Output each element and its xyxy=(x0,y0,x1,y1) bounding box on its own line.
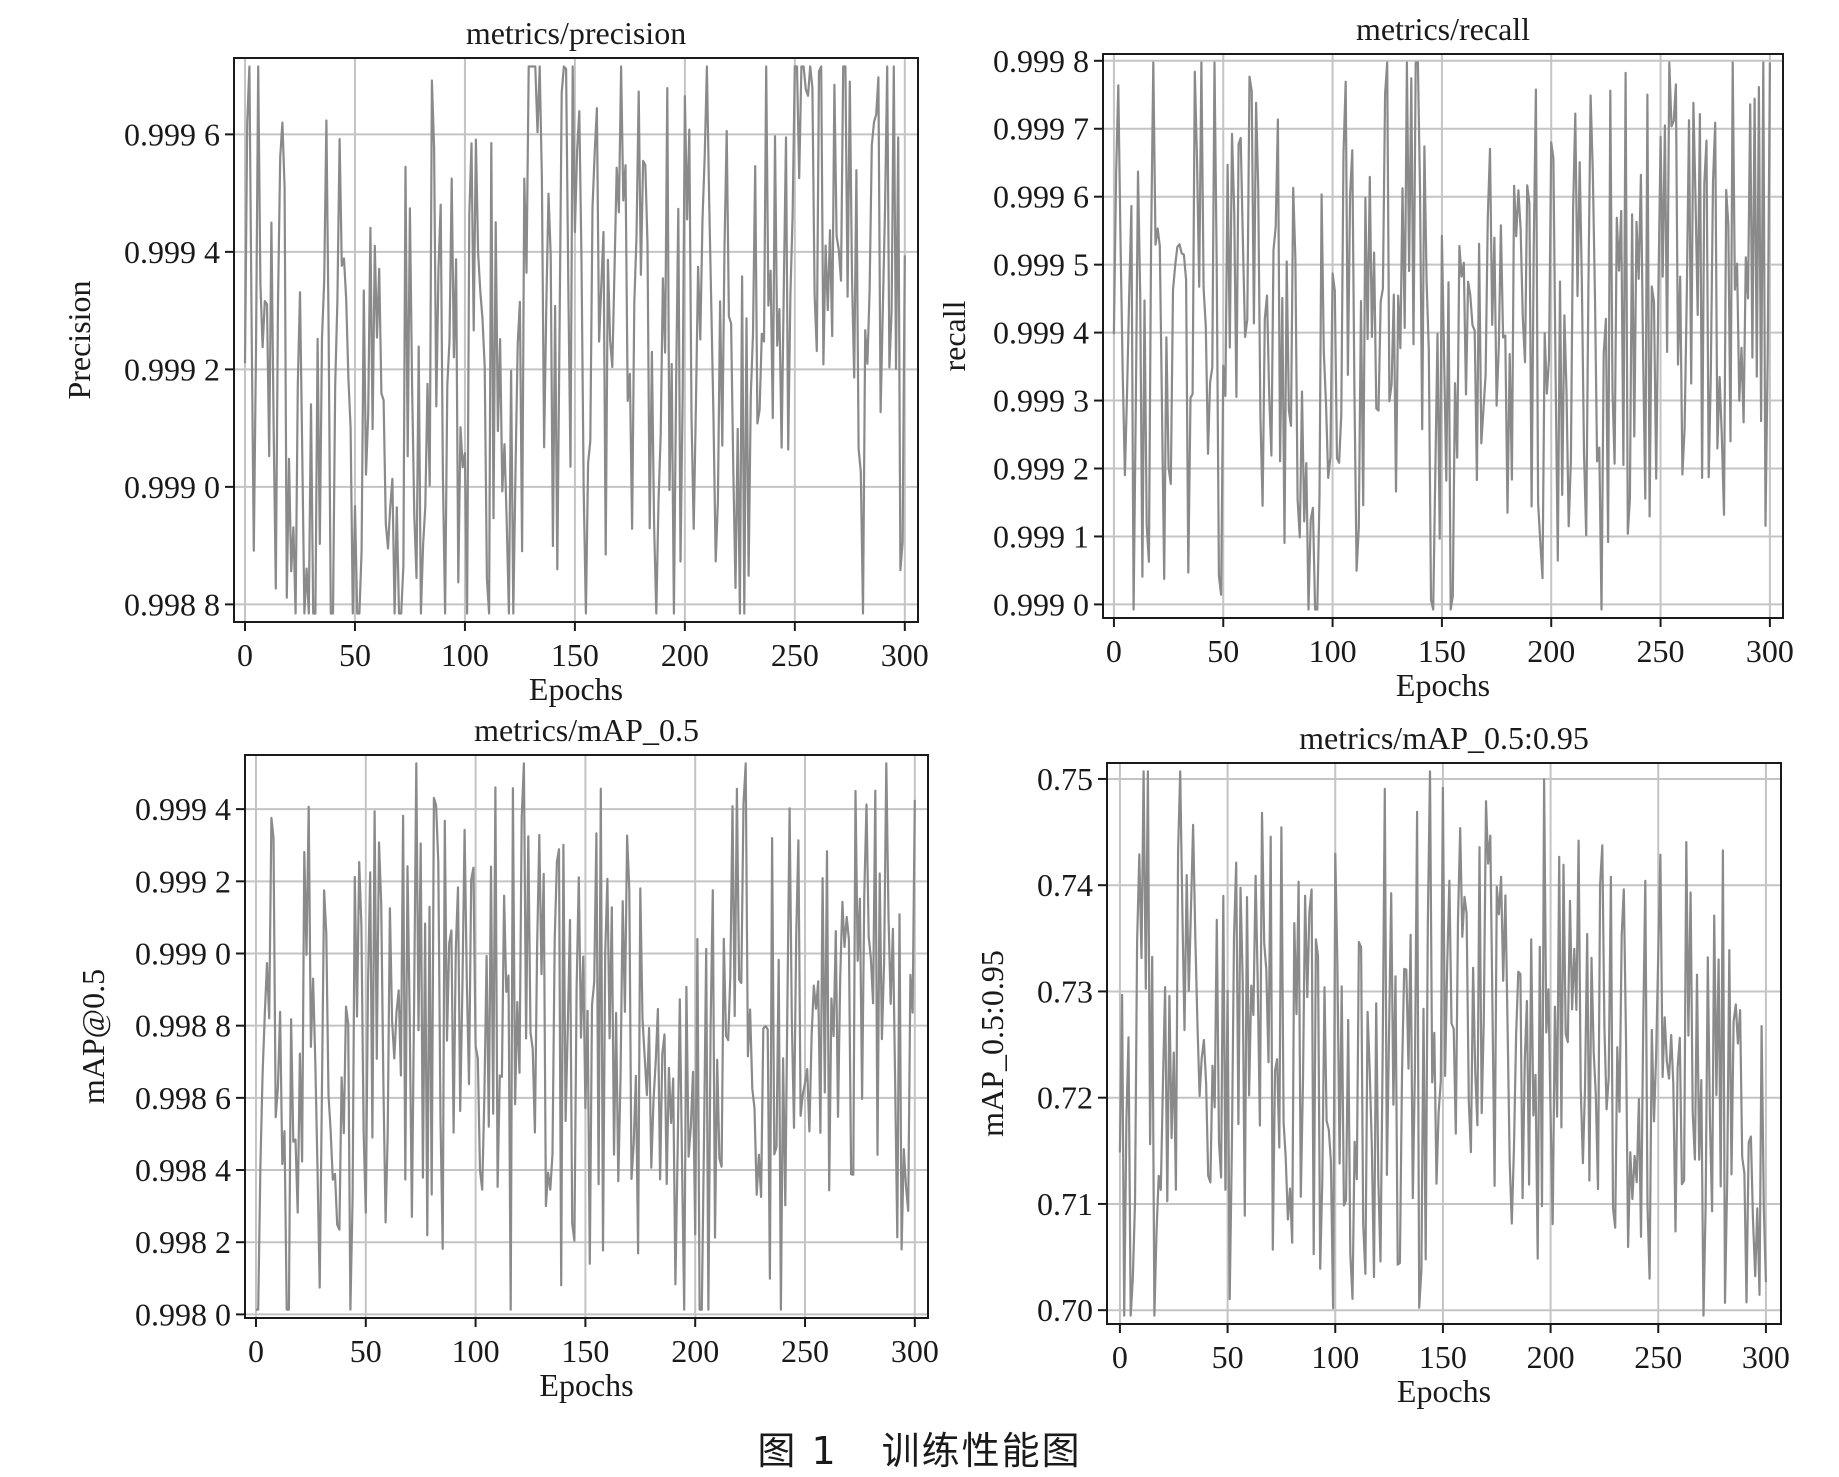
map-0-5-0-95-xtick-label-4: 200 xyxy=(1527,1339,1575,1375)
map-0-5-ytick-label-5: 0.999 0 xyxy=(135,935,231,971)
precision-x-axis-label: Epochs xyxy=(529,671,623,707)
map-0-5-0-95-ytick-label-1: 0.71 xyxy=(1037,1186,1093,1222)
precision-ytick-label-2: 0.999 2 xyxy=(124,351,220,387)
recall-chart-title: metrics/recall xyxy=(1356,11,1530,47)
map-0-5-xtick-label-6: 300 xyxy=(891,1333,939,1369)
map-0-5-0-95-xtick-label-3: 150 xyxy=(1419,1339,1467,1375)
map-0-5-0-95-ytick-label-0: 0.70 xyxy=(1037,1292,1093,1328)
map-0-5-0-95-series-line xyxy=(1118,770,1767,1317)
recall-ytick-label-8: 0.999 8 xyxy=(993,43,1089,79)
map-0-5-xtick-label-2: 100 xyxy=(452,1333,500,1369)
recall-ytick-label-3: 0.999 3 xyxy=(993,383,1089,419)
map-0-5-0-95-plot-frame xyxy=(1106,762,1782,1325)
map-0-5-xtick-label-0: 0 xyxy=(248,1333,264,1369)
caption-number: 图 1 xyxy=(757,1429,838,1473)
map-0-5-ytick-label-3: 0.998 6 xyxy=(135,1080,231,1116)
precision-chart-title: metrics/precision xyxy=(466,15,686,51)
map-0-5-0-95-ytick-label-4: 0.74 xyxy=(1037,867,1093,903)
recall-ytick-label-6: 0.999 6 xyxy=(993,179,1089,215)
recall-ytick-label-4: 0.999 4 xyxy=(993,315,1089,351)
map-0-5-xtick-label-1: 50 xyxy=(350,1333,382,1369)
precision-xtick-label-4: 200 xyxy=(661,637,709,673)
precision-ytick-label-0: 0.998 8 xyxy=(124,586,220,622)
precision-xtick-label-3: 150 xyxy=(551,637,599,673)
map-0-5-0-95-xtick-label-1: 50 xyxy=(1212,1339,1244,1375)
map-0-5-ytick-label-0: 0.998 0 xyxy=(135,1296,231,1332)
figure-caption: 图 1 训练性能图 xyxy=(0,1420,1839,1475)
precision-xtick-label-0: 0 xyxy=(237,637,253,673)
map-0-5-ytick-label-2: 0.998 4 xyxy=(135,1152,231,1188)
recall-xtick-label-0: 0 xyxy=(1106,633,1122,669)
precision-ytick-label-1: 0.999 0 xyxy=(124,469,220,505)
map-0-5-xtick-label-3: 150 xyxy=(561,1333,609,1369)
precision-ytick-label-3: 0.999 4 xyxy=(124,234,220,270)
recall-ytick-label-2: 0.999 2 xyxy=(993,451,1089,487)
map-0-5-0-95-ytick-label-5: 0.75 xyxy=(1037,761,1093,797)
map-0-5-0-95-xtick-label-0: 0 xyxy=(1112,1339,1128,1375)
map-0-5-ytick-label-1: 0.998 2 xyxy=(135,1224,231,1260)
recall-xtick-label-3: 150 xyxy=(1418,633,1466,669)
recall-series-line xyxy=(1112,61,1771,611)
map-0-5-0-95-xtick-label-5: 250 xyxy=(1634,1339,1682,1375)
recall-x-axis-label: Epochs xyxy=(1396,667,1490,703)
recall-xtick-label-1: 50 xyxy=(1207,633,1239,669)
precision-chart: 0 50 100 150 200 250 300 0.998 8 0.999 0 0.999 2 0… xyxy=(61,15,929,707)
recall-chart: 0 50 100 150 200 250 300 0.999 0 0.999 1 0.999 2 0… xyxy=(936,11,1794,703)
recall-xtick-label-6: 300 xyxy=(1746,633,1794,669)
precision-y-axis-label: Precision xyxy=(61,280,97,399)
map-0-5-ytick-label-4: 0.998 8 xyxy=(135,1008,231,1044)
recall-xtick-label-2: 100 xyxy=(1309,633,1357,669)
map-0-5-y-axis-label: mAP@0.5 xyxy=(75,969,111,1104)
map-0-5-ytick-label-7: 0.999 4 xyxy=(135,791,231,827)
caption-text: 训练性能图 xyxy=(881,1429,1082,1473)
map-0-5-0-95-chart: 0 50 100 150 200 250 300 0.70 0.71 0.72 0.73 0.74 0.… xyxy=(974,720,1790,1409)
recall-ytick-label-0: 0.999 0 xyxy=(993,586,1089,622)
map-0-5-0-95-y-axis-label: mAP_0.5:0.95 xyxy=(974,950,1010,1137)
recall-ytick-label-5: 0.999 5 xyxy=(993,247,1089,283)
map-0-5-chart-title: metrics/mAP_0.5 xyxy=(474,712,699,748)
recall-xtick-label-4: 200 xyxy=(1527,633,1575,669)
map-0-5-x-axis-label: Epochs xyxy=(539,1367,633,1403)
map-0-5-plot-frame xyxy=(244,754,929,1319)
recall-ytick-label-7: 0.999 7 xyxy=(993,111,1089,147)
map-0-5-xtick-label-4: 200 xyxy=(671,1333,719,1369)
recall-xtick-label-5: 250 xyxy=(1637,633,1685,669)
map-0-5-ytick-label-6: 0.999 2 xyxy=(135,863,231,899)
map-0-5-0-95-xtick-label-6: 300 xyxy=(1742,1339,1790,1375)
precision-xtick-label-5: 250 xyxy=(771,637,819,673)
precision-xtick-label-6: 300 xyxy=(881,637,929,673)
map-0-5-xtick-label-5: 250 xyxy=(781,1333,829,1369)
map-0-5-0-95-ytick-label-3: 0.73 xyxy=(1037,973,1093,1009)
precision-ytick-label-4: 0.999 6 xyxy=(124,116,220,152)
map-0-5-series-line xyxy=(256,762,916,1311)
map-0-5-0-95-xtick-label-2: 100 xyxy=(1311,1339,1359,1375)
recall-plot-frame xyxy=(1102,53,1784,619)
precision-gridlines xyxy=(234,58,918,622)
precision-xtick-label-1: 50 xyxy=(339,637,371,673)
recall-y-axis-label: recall xyxy=(936,300,972,371)
recall-ytick-label-1: 0.999 1 xyxy=(993,518,1089,554)
map-0-5-0-95-ytick-label-2: 0.72 xyxy=(1037,1080,1093,1116)
precision-plot-frame xyxy=(233,57,919,623)
precision-xtick-label-2: 100 xyxy=(441,637,489,673)
precision-series-line xyxy=(243,65,906,615)
map-0-5-chart: 0 50 100 150 200 250 300 0.998 0 0.998 2 0.998 4 0… xyxy=(75,712,939,1403)
map-0-5-0-95-x-axis-label: Epochs xyxy=(1397,1373,1491,1409)
map-0-5-0-95-chart-title: metrics/mAP_0.5:0.95 xyxy=(1299,720,1589,756)
